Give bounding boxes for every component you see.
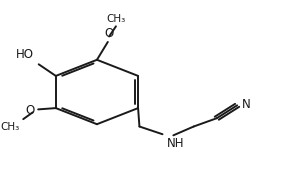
Text: O: O (104, 26, 114, 40)
Text: O: O (25, 104, 35, 117)
Text: CH₃: CH₃ (0, 123, 19, 132)
Text: HO: HO (16, 48, 34, 61)
Text: NH: NH (166, 137, 184, 150)
Text: CH₃: CH₃ (106, 14, 126, 24)
Text: N: N (242, 98, 251, 111)
